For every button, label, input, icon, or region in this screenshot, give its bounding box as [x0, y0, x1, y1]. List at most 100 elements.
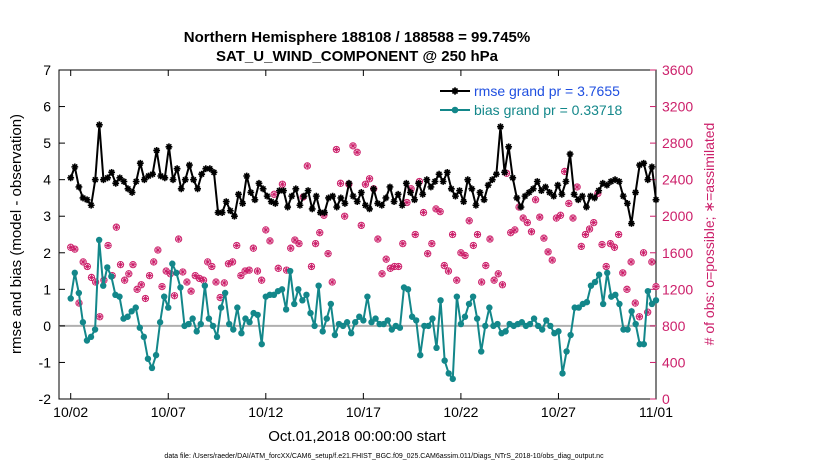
- bias-point: [201, 282, 209, 289]
- y-left-tick-label: 7: [43, 62, 51, 78]
- obs-assimilated-point: [295, 240, 303, 247]
- obs-assimilated-point: [470, 242, 477, 249]
- rmse-point: [312, 192, 320, 200]
- bias-point: [144, 355, 152, 362]
- rmse-point: [202, 165, 210, 173]
- rmse-point: [447, 185, 455, 193]
- obs-assimilated-point: [412, 231, 419, 238]
- bias-point: [502, 328, 509, 335]
- bias-point: [538, 326, 546, 333]
- bias-point: [169, 260, 176, 267]
- y-right-tick-label: 2000: [662, 208, 693, 224]
- bias-point: [530, 315, 538, 322]
- rmse-point: [366, 205, 373, 213]
- bias-point: [518, 319, 526, 326]
- y-right-tick-label: 400: [662, 354, 686, 370]
- bias-point: [132, 304, 139, 311]
- obs-assimilated-point: [133, 286, 141, 293]
- y-axis-right-label: # of obs: o=possible; ∗=assimilated: [701, 123, 717, 346]
- obs-assimilated-point: [96, 313, 103, 320]
- obs-assimilated-point: [283, 266, 290, 274]
- bias-point: [197, 320, 204, 328]
- y-right-tick-label: 1200: [662, 281, 693, 297]
- bias-point: [291, 300, 298, 308]
- bias-point: [303, 291, 310, 299]
- obs-assimilated-point: [644, 308, 651, 316]
- legend-rmse-star: [451, 87, 459, 95]
- bias-point: [441, 357, 448, 364]
- obs-assimilated-point: [449, 231, 456, 238]
- rmse-point: [648, 163, 656, 171]
- obs-assimilated-point: [532, 196, 539, 203]
- obs-assimilated-point: [453, 276, 460, 284]
- x-tick-label: 10/17: [346, 404, 381, 420]
- rmse-point: [71, 163, 79, 171]
- obs-assimilated-point: [258, 276, 265, 284]
- rmse-point: [456, 187, 463, 195]
- rmse-point: [443, 168, 451, 176]
- bias-point: [221, 289, 229, 297]
- rmse-point: [583, 203, 590, 211]
- rmse-point: [632, 189, 639, 196]
- bias-point: [486, 304, 493, 311]
- y-right-tick-label: 3200: [662, 99, 693, 115]
- y-left-tick-label: -1: [39, 354, 52, 370]
- obs-assimilated-point: [192, 272, 199, 279]
- rmse-point: [100, 176, 107, 184]
- rmse-point: [411, 196, 418, 204]
- bias-point: [95, 236, 103, 244]
- obs-assimilated-point: [374, 235, 382, 243]
- obs-assimilated-point: [636, 313, 643, 320]
- obs-assimilated-point: [250, 245, 257, 252]
- rmse-point: [321, 209, 328, 216]
- bias-point: [372, 315, 379, 322]
- plot-area: [58, 69, 657, 400]
- rmse-point: [67, 174, 75, 182]
- obs-assimilated-point: [578, 243, 585, 250]
- bias-point: [230, 326, 237, 333]
- obs-assimilated-point: [312, 240, 319, 247]
- bias-point: [425, 322, 432, 330]
- rmse-point: [333, 203, 341, 211]
- obs-assimilated-point: [125, 270, 133, 277]
- bias-point: [473, 315, 481, 322]
- obs-assimilated-point: [536, 213, 543, 221]
- y-left-tick-label: 0: [43, 318, 51, 334]
- rmse-point: [214, 209, 222, 216]
- rmse-point: [308, 205, 316, 213]
- rmse-point: [161, 174, 169, 182]
- chart-subtitle: SAT_U_WIND_COMPONENT @ 250 hPa: [216, 48, 499, 65]
- bias-point: [412, 317, 420, 324]
- y-left-tick-label: 4: [43, 172, 51, 188]
- rmse-point: [284, 203, 292, 211]
- rmse-point: [497, 123, 504, 131]
- rmse-point: [591, 194, 599, 202]
- rmse-point: [124, 185, 132, 193]
- obs-assimilated-point: [329, 278, 336, 286]
- bias-point: [368, 319, 375, 326]
- rmse-point: [529, 185, 537, 193]
- rmse-point: [153, 147, 161, 154]
- bias-point: [465, 300, 473, 308]
- bias-point: [417, 351, 424, 359]
- x-tick-label: 10/27: [541, 404, 576, 420]
- obs-assimilated-point: [262, 226, 270, 234]
- bias-point: [449, 375, 456, 383]
- rmse-point: [140, 176, 148, 184]
- obs-assimilated-point: [291, 236, 299, 244]
- obs-assimilated-point: [540, 234, 548, 242]
- obs-assimilated-point: [407, 185, 415, 193]
- obs-assimilated-point: [208, 263, 216, 270]
- obs-assimilated-point: [366, 175, 373, 182]
- rmse-point: [550, 192, 558, 200]
- bias-point: [429, 315, 436, 322]
- rmse-point: [628, 220, 635, 227]
- rmse-point: [505, 143, 513, 151]
- bias-point: [543, 317, 550, 324]
- bias-point: [270, 291, 278, 299]
- rmse-point: [247, 189, 255, 196]
- bias-point: [156, 319, 164, 326]
- obs-assimilated-point: [229, 258, 236, 266]
- rmse-point: [378, 201, 386, 209]
- obs-assimilated-point: [204, 258, 211, 266]
